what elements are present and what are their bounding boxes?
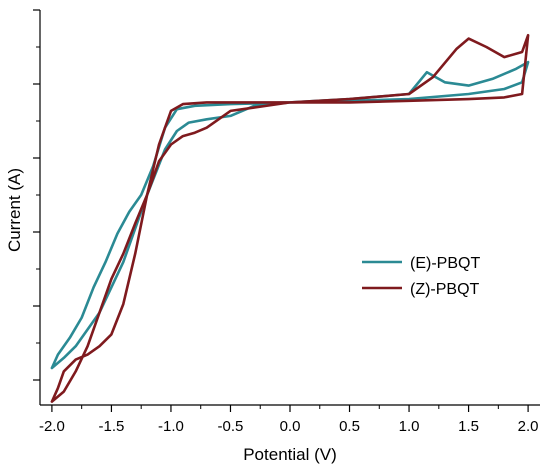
y-ticks — [33, 9, 40, 381]
x-tick-label: -2.0 — [39, 418, 65, 435]
x-ticks: -2.0 -1.5 -1.0 -0.5 0.0 0.5 1.0 1.5 2.0 — [39, 405, 539, 435]
legend-label-z-pbqt: (Z)-PBQT — [410, 281, 480, 298]
x-tick-label: 2.0 — [518, 418, 539, 435]
series-line-z-pbqt — [50, 33, 530, 403]
x-tick-label: -1.5 — [98, 418, 124, 435]
x-tick-label: 1.0 — [399, 418, 420, 435]
legend: (E)-PBQT (Z)-PBQT — [362, 255, 480, 298]
x-tick-label: -0.5 — [218, 418, 244, 435]
y-axis-label: Current (A) — [5, 168, 24, 252]
plot-area — [50, 33, 530, 403]
x-tick-label: 0.5 — [339, 418, 360, 435]
x-tick-label: -1.0 — [158, 418, 184, 435]
axes — [39, 10, 540, 406]
x-tick-label: 1.5 — [458, 418, 479, 435]
series-line-e-pbqt — [50, 60, 530, 370]
x-axis-label: Potential (V) — [243, 445, 337, 464]
legend-label-e-pbqt: (E)-PBQT — [410, 255, 480, 272]
x-tick-label: 0.0 — [280, 418, 301, 435]
